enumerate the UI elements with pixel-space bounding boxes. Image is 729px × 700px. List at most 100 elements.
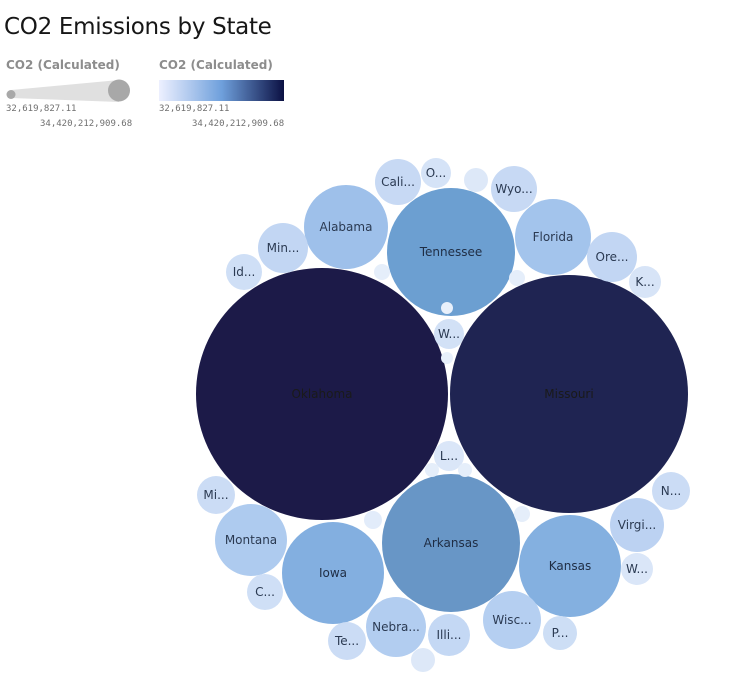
bubble-label: O... — [426, 166, 446, 180]
color-legend-gradient — [159, 80, 284, 101]
bubble-label: L... — [440, 449, 458, 463]
bubble-circle[interactable] — [450, 275, 688, 513]
bubble-alabama[interactable]: Alabama — [304, 185, 388, 269]
bubble-circle[interactable] — [434, 441, 464, 471]
bubble-virginia[interactable]: Virgi... — [610, 498, 664, 552]
bubble-circle[interactable] — [226, 254, 262, 290]
bubble-florida[interactable]: Florida — [515, 199, 591, 275]
bubble-unnamed-32[interactable] — [509, 270, 525, 286]
bubble-unnamed-34[interactable] — [425, 463, 439, 477]
bubble-circle[interactable] — [328, 622, 366, 660]
bubble-circle[interactable] — [382, 474, 520, 612]
bubble-label: Ore... — [596, 250, 629, 264]
bubble-circle[interactable] — [282, 522, 384, 624]
bubble-unnamed-35[interactable] — [458, 463, 472, 477]
bubble-label: Nebra... — [372, 620, 420, 634]
bubble-ohio[interactable]: O... — [421, 158, 451, 188]
bubble-nebraska[interactable]: Nebra... — [366, 597, 426, 657]
bubble-circle[interactable] — [464, 168, 488, 192]
bubble-circle[interactable] — [629, 266, 661, 298]
bubble-wisconsin[interactable]: Wisc... — [483, 591, 541, 649]
bubble-texas[interactable]: Te... — [328, 622, 366, 660]
bubble-idaho[interactable]: Id... — [226, 254, 262, 290]
bubble-circle[interactable] — [387, 188, 515, 316]
bubble-circle[interactable] — [375, 159, 421, 205]
bubble-circle[interactable] — [491, 166, 537, 212]
bubble-circle[interactable] — [411, 648, 435, 672]
size-legend-swatch — [6, 79, 130, 102]
bubble-minnesota[interactable]: Min... — [258, 223, 308, 273]
bubble-circle[interactable] — [364, 511, 382, 529]
bubble-circle[interactable] — [509, 270, 525, 286]
bubble-circle[interactable] — [258, 223, 308, 273]
bubble-unnamed-33[interactable] — [514, 506, 530, 522]
bubble-label: Tennessee — [419, 245, 483, 259]
bubble-circle[interactable] — [374, 264, 390, 280]
bubble-michigan[interactable]: Mi... — [197, 476, 235, 514]
bubble-wyoming[interactable]: Wyo... — [491, 166, 537, 212]
bubble-iowa[interactable]: Iowa — [282, 522, 384, 624]
bubble-label: Missouri — [544, 387, 593, 401]
bubble-circle[interactable] — [621, 553, 653, 585]
bubble-label: Wisc... — [492, 613, 531, 627]
bubble-circle[interactable] — [652, 472, 690, 510]
bubble-circle[interactable] — [425, 463, 439, 477]
bubble-label: Iowa — [319, 566, 347, 580]
bubble-circle[interactable] — [514, 506, 530, 522]
color-legend-min: 32,619,827.11 — [159, 104, 230, 114]
bubble-oregon[interactable]: Ore... — [587, 232, 637, 282]
bubble-pennsylvania[interactable]: P... — [543, 616, 577, 650]
bubble-circle[interactable] — [421, 158, 451, 188]
bubble-north-dakota[interactable]: N... — [652, 472, 690, 510]
bubble-circle[interactable] — [610, 498, 664, 552]
bubble-circle[interactable] — [543, 616, 577, 650]
bubble-circle[interactable] — [434, 319, 464, 349]
bubble-colorado[interactable]: C... — [247, 574, 283, 610]
bubble-west-virginia[interactable]: W... — [434, 319, 464, 349]
bubble-circle[interactable] — [441, 352, 453, 364]
bubble-circle[interactable] — [304, 185, 388, 269]
size-legend-title: CO2 (Calculated) — [6, 58, 120, 72]
bubble-circle[interactable] — [441, 302, 453, 314]
bubble-unnamed-28[interactable] — [464, 168, 488, 192]
bubble-label: Mi... — [203, 488, 228, 502]
bubble-unnamed-37[interactable] — [441, 352, 453, 364]
bubble-unnamed-31[interactable] — [374, 264, 390, 280]
bubble-label: W... — [626, 562, 648, 576]
bubble-arkansas[interactable]: Arkansas — [382, 474, 520, 612]
bubble-illinois[interactable]: Illi... — [428, 614, 470, 656]
bubble-circle[interactable] — [483, 591, 541, 649]
bubble-unnamed-36[interactable] — [441, 302, 453, 314]
bubble-tennessee[interactable]: Tennessee — [387, 188, 515, 316]
bubble-circle[interactable] — [215, 504, 287, 576]
bubble-circle[interactable] — [197, 476, 235, 514]
bubble-circle[interactable] — [519, 515, 621, 617]
bubble-circle[interactable] — [428, 614, 470, 656]
bubble-kentucky[interactable]: K... — [629, 266, 661, 298]
color-legend-title: CO2 (Calculated) — [159, 58, 273, 72]
bubble-california[interactable]: Cali... — [375, 159, 421, 205]
bubble-label: Kansas — [549, 559, 591, 573]
bubble-circle[interactable] — [366, 597, 426, 657]
bubble-circle[interactable] — [515, 199, 591, 275]
bubble-kansas[interactable]: Kansas — [519, 515, 621, 617]
bubble-circle[interactable] — [458, 463, 472, 477]
bubble-label: Te... — [334, 634, 359, 648]
size-legend-min: 32,619,827.11 — [6, 104, 77, 114]
bubble-circle[interactable] — [247, 574, 283, 610]
bubble-label: C... — [255, 585, 275, 599]
bubble-missouri[interactable]: Missouri — [450, 275, 688, 513]
bubble-unnamed-30[interactable] — [364, 511, 382, 529]
bubble-label: W... — [438, 327, 460, 341]
bubble-oklahoma[interactable]: Oklahoma — [196, 268, 448, 520]
bubble-circle[interactable] — [196, 268, 448, 520]
bubble-circle[interactable] — [587, 232, 637, 282]
bubble-louisiana[interactable]: L... — [434, 441, 464, 471]
bubble-label: Virgi... — [618, 518, 656, 532]
bubble-label: P... — [552, 626, 569, 640]
bubble-label: Min... — [267, 241, 300, 255]
bubble-washington[interactable]: W... — [621, 553, 653, 585]
bubble-montana[interactable]: Montana — [215, 504, 287, 576]
bubble-unnamed-29[interactable] — [411, 648, 435, 672]
